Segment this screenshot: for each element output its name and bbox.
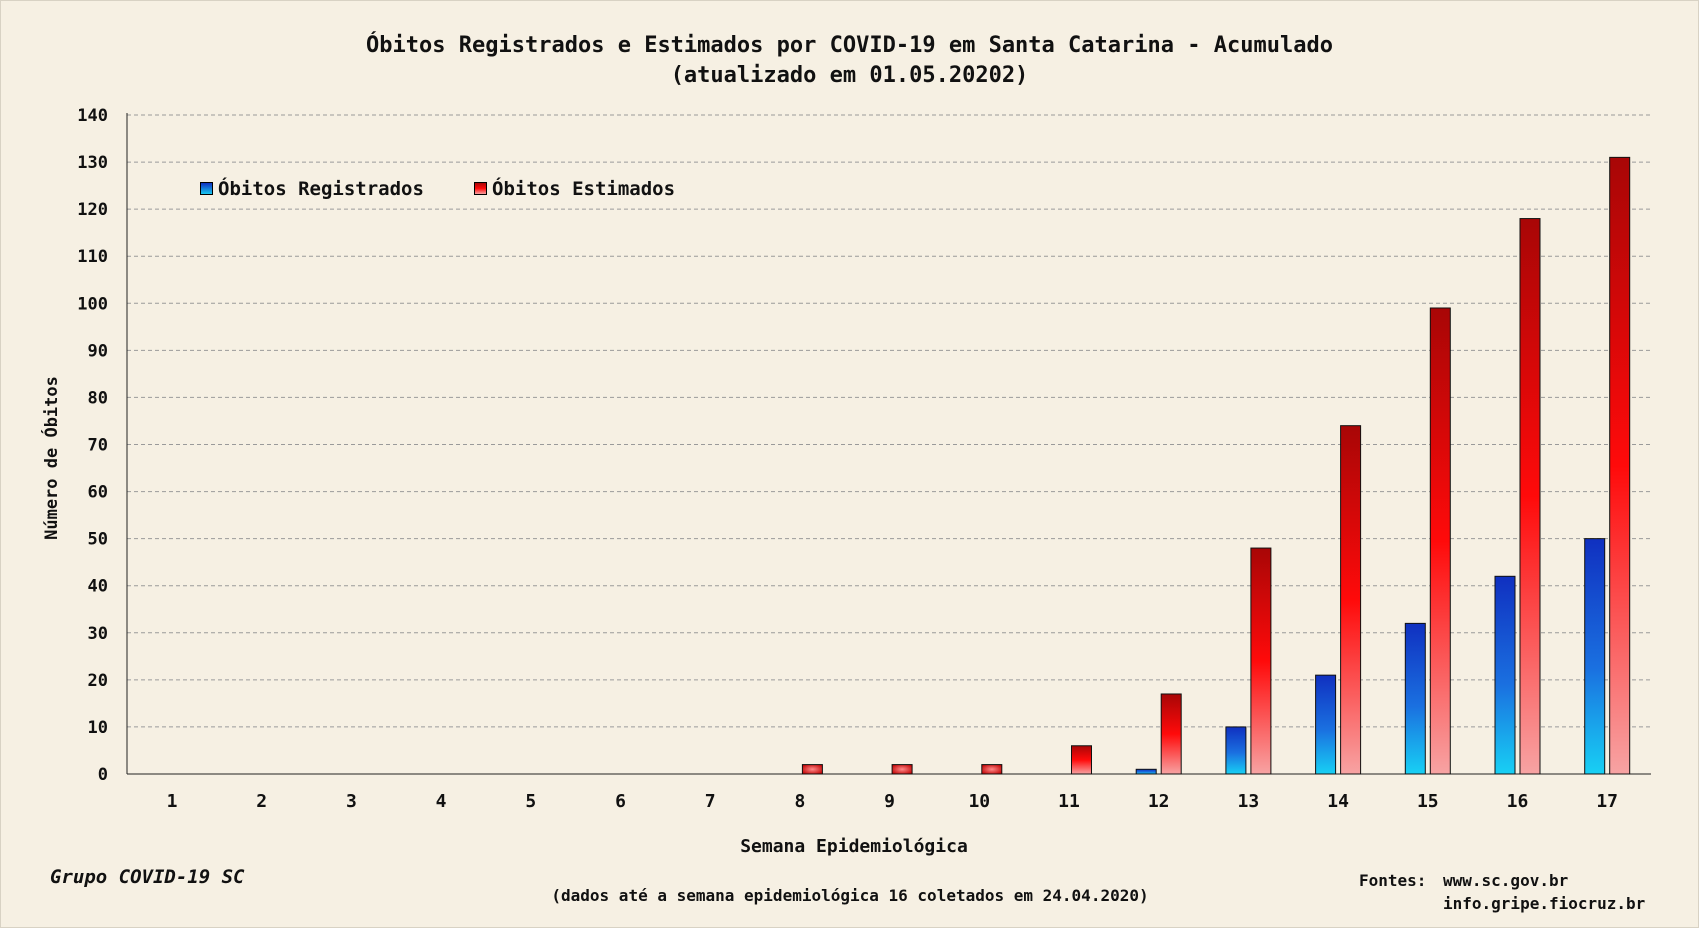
- x-tick-label: 6: [615, 791, 626, 812]
- bar-registrados: [1135, 768, 1157, 775]
- legend-item-estimados: Óbitos Estimados: [474, 178, 675, 200]
- x-tick-label: 10: [968, 791, 990, 812]
- legend-label-registrados: Óbitos Registrados: [218, 178, 424, 200]
- x-tick-label: 15: [1417, 791, 1439, 812]
- x-tick-label: 9: [884, 791, 895, 812]
- grid-lines: [127, 114, 1651, 728]
- bar-estimados: [981, 764, 1003, 775]
- source-link-2: info.gripe.fiocruz.br: [1443, 894, 1646, 913]
- y-tick-label: 140: [77, 106, 108, 126]
- bar-estimados: [891, 764, 913, 775]
- x-tick-label: 16: [1507, 791, 1529, 812]
- bar-registrados: [1315, 674, 1337, 775]
- credit-text: Grupo COVID-19 SC: [50, 866, 245, 888]
- y-tick-label: 30: [88, 624, 108, 644]
- bar-registrados: [1225, 726, 1247, 775]
- x-tick-label: 12: [1148, 791, 1170, 812]
- y-tick-label: 10: [88, 718, 108, 738]
- y-axis-label: Número de Óbitos: [42, 376, 62, 540]
- y-tick-label: 20: [88, 671, 108, 691]
- x-tick-label: 11: [1058, 791, 1080, 812]
- y-tick-label: 40: [88, 577, 108, 597]
- chart-title: Óbitos Registrados e Estimados por COVID…: [366, 33, 1333, 58]
- sources-label: Fontes:: [1359, 871, 1427, 890]
- y-tick-label: 90: [88, 341, 108, 361]
- bar-estimados: [1340, 425, 1362, 775]
- bar-estimados: [801, 764, 823, 775]
- bars: [801, 156, 1631, 775]
- x-tick-label: 1: [167, 791, 178, 812]
- bar-estimados: [1250, 547, 1272, 775]
- axes: [126, 113, 1651, 775]
- x-tick-label: 5: [525, 791, 536, 812]
- x-tick-label: 13: [1238, 791, 1260, 812]
- bar-registrados: [1404, 622, 1426, 775]
- bar-estimados: [1160, 693, 1182, 775]
- y-tick-label: 130: [77, 153, 108, 173]
- chart-subtitle: (atualizado em 01.05.20202): [670, 63, 1029, 88]
- y-tick-label: 70: [88, 436, 108, 456]
- x-tick-label: 7: [705, 791, 716, 812]
- bar-registrados: [1494, 575, 1516, 775]
- bar-estimados: [1609, 156, 1631, 775]
- y-tick-label: 110: [77, 247, 108, 267]
- footnote-text: (dados até a semana epidemiológica 16 co…: [551, 886, 1149, 905]
- x-tick-label: 2: [256, 791, 267, 812]
- bar-estimados: [1071, 745, 1092, 775]
- x-tick-label: 8: [794, 791, 805, 812]
- bar-estimados: [1429, 307, 1451, 775]
- sources: Fontes: www.sc.gov.br info.gripe.fiocruz.…: [1359, 869, 1645, 915]
- x-tick-label: 14: [1327, 791, 1349, 812]
- x-tick-label: 3: [346, 791, 357, 812]
- x-tick-label: 17: [1596, 791, 1618, 812]
- y-tick-label: 60: [88, 483, 108, 503]
- legend-swatch-registrados: [200, 181, 213, 195]
- source-link-1: www.sc.gov.br: [1443, 871, 1569, 890]
- y-tick-label: 50: [88, 530, 108, 550]
- legend-item-registrados: Óbitos Registrados: [200, 178, 424, 200]
- y-tick-label: 120: [77, 200, 108, 220]
- x-tick-label: 4: [436, 791, 447, 812]
- bar-estimados: [1519, 218, 1541, 775]
- x-axis-label: Semana Epidemiológica: [740, 836, 968, 857]
- legend-swatch-estimados: [474, 181, 487, 195]
- legend-label-estimados: Óbitos Estimados: [492, 178, 676, 200]
- y-tick-label: 0: [98, 765, 108, 785]
- y-tick-label: 80: [88, 388, 108, 408]
- bar-registrados: [1584, 538, 1606, 775]
- y-tick-label: 100: [77, 294, 108, 314]
